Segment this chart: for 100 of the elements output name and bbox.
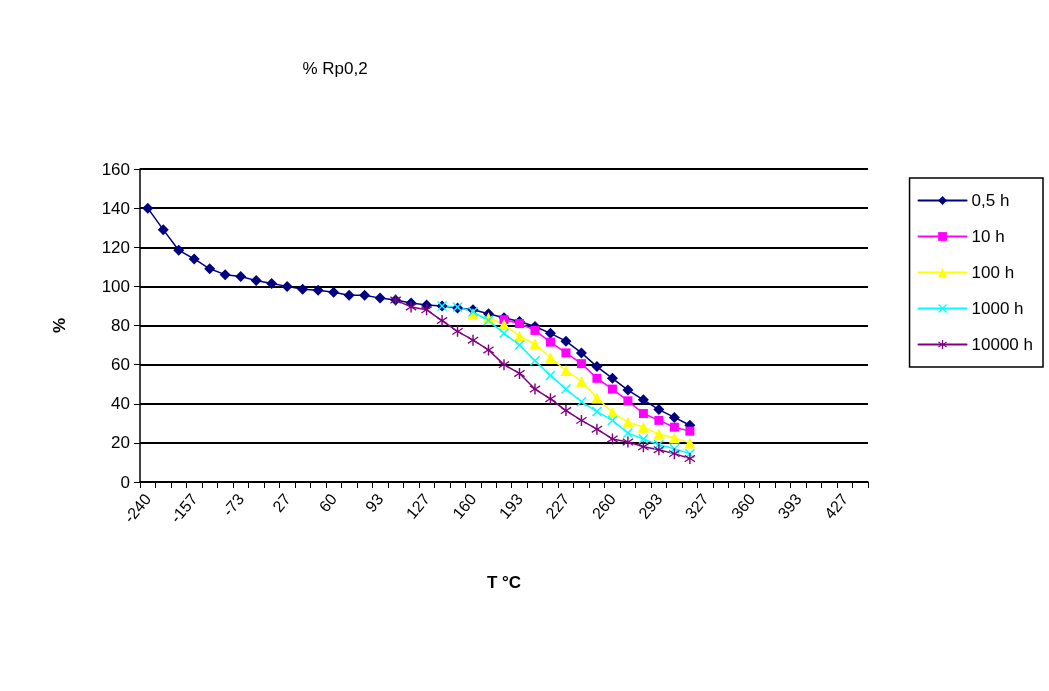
x-tick-label: -240 — [120, 490, 155, 526]
point — [668, 432, 680, 444]
point — [591, 361, 603, 373]
point — [343, 289, 355, 301]
x-tick-label: 127 — [402, 490, 434, 522]
point — [560, 364, 572, 376]
point — [684, 453, 696, 465]
x-tick-label: 293 — [635, 490, 666, 522]
x-tick-label: 27 — [269, 490, 294, 516]
point — [576, 359, 586, 369]
point — [188, 253, 200, 265]
x-axis-title: T °C — [486, 573, 522, 592]
point — [250, 275, 262, 287]
point — [560, 384, 571, 395]
point — [374, 292, 386, 304]
point — [513, 367, 525, 379]
point — [297, 283, 309, 295]
point — [654, 415, 664, 425]
point — [499, 328, 509, 339]
point — [622, 436, 634, 448]
x-tick-label: 260 — [588, 490, 619, 522]
x-tick-label: -73 — [219, 490, 248, 520]
point — [637, 394, 649, 406]
point — [452, 325, 464, 337]
point — [623, 396, 633, 406]
point — [544, 352, 556, 364]
point — [142, 202, 154, 214]
point — [561, 348, 571, 358]
y-tick-label: 120 — [101, 237, 130, 257]
point — [560, 405, 572, 417]
point — [436, 315, 448, 327]
x-tick-label: 393 — [774, 490, 805, 522]
point — [545, 337, 555, 347]
point — [653, 428, 665, 440]
point — [668, 448, 680, 460]
x-tick-label: 160 — [449, 490, 480, 522]
point — [530, 325, 540, 335]
point — [638, 433, 649, 444]
point — [514, 340, 525, 351]
point — [529, 355, 540, 366]
point — [622, 416, 634, 428]
point — [591, 406, 602, 417]
point — [545, 370, 556, 381]
x-tick-label: 427 — [821, 490, 852, 522]
point — [281, 280, 293, 292]
point — [575, 414, 587, 426]
y-tick-label: 60 — [111, 355, 130, 375]
chart-title: % Rp0,2 — [302, 59, 368, 78]
point — [684, 437, 696, 449]
point — [606, 433, 618, 445]
y-tick-label: 140 — [101, 198, 130, 218]
legend-label: 1000 h — [971, 299, 1024, 318]
x-tick-label: 327 — [681, 490, 712, 522]
point — [529, 338, 541, 350]
point — [157, 224, 169, 236]
y-tick-label: 100 — [101, 276, 130, 296]
point — [359, 289, 371, 301]
point — [607, 415, 618, 426]
legend-label: 10 h — [971, 227, 1005, 246]
point — [591, 392, 603, 404]
point — [219, 269, 231, 281]
point — [328, 286, 340, 298]
point — [173, 244, 185, 256]
point — [592, 373, 602, 383]
y-tick-label: 80 — [111, 316, 130, 335]
legend-label: 100 h — [971, 263, 1015, 282]
point — [637, 421, 649, 433]
point — [544, 327, 556, 339]
point — [312, 284, 324, 296]
x-tick-label: 227 — [542, 490, 573, 522]
y-axis-title: % — [50, 317, 69, 334]
point — [204, 263, 216, 275]
y-tick-label: 0 — [120, 472, 130, 492]
point — [575, 347, 587, 359]
point — [606, 372, 618, 384]
point — [513, 330, 525, 342]
x-tick-label: 93 — [362, 490, 387, 516]
point — [498, 319, 510, 331]
point — [591, 423, 603, 435]
legend-label: 10000 h — [971, 335, 1033, 354]
point — [653, 444, 665, 456]
point — [576, 396, 587, 407]
point — [638, 409, 648, 419]
y-tick-label: 160 — [101, 159, 130, 179]
point — [529, 383, 541, 395]
point — [544, 393, 556, 405]
point — [622, 428, 633, 439]
point — [467, 334, 479, 346]
point — [622, 384, 634, 396]
legend-label: 0,5 h — [971, 191, 1010, 210]
y-tick-label: 20 — [111, 433, 130, 453]
x-tick-label: 360 — [728, 490, 759, 522]
point — [575, 375, 587, 387]
x-tick-label: 60 — [315, 490, 341, 516]
point — [685, 426, 695, 436]
point — [668, 411, 680, 423]
point — [560, 335, 572, 347]
point — [607, 384, 617, 394]
point — [405, 301, 417, 313]
point — [653, 404, 665, 416]
